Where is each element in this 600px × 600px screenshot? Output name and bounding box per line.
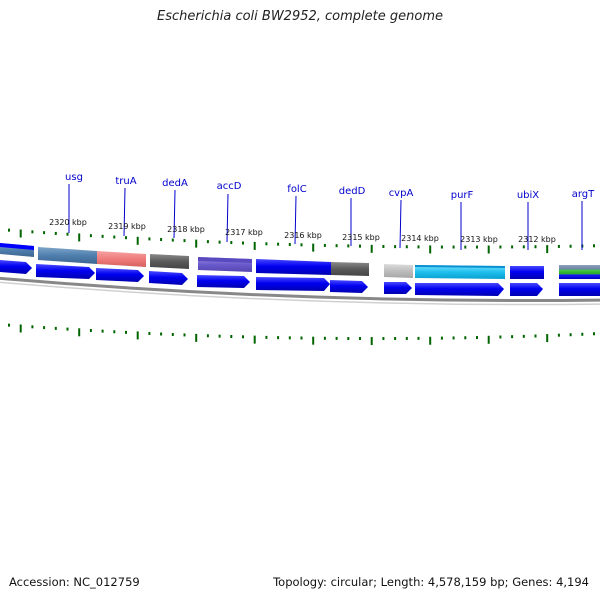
- feature-purF[interactable]: [415, 265, 505, 279]
- feature-accD-top: [198, 257, 252, 263]
- genome-backbone-shadow: [0, 281, 600, 306]
- feature-dedD[interactable]: [331, 262, 369, 276]
- gene-label[interactable]: usg: [65, 172, 83, 183]
- cds-arrow[interactable]: [330, 280, 368, 293]
- gene-label[interactable]: accD: [217, 181, 242, 192]
- gene-label[interactable]: dedA: [162, 178, 188, 189]
- upper-scale-ticks: [8, 228, 595, 254]
- cds-arrow[interactable]: [559, 283, 600, 296]
- gene-label[interactable]: argT: [572, 189, 595, 200]
- feature-folC[interactable]: [256, 259, 331, 275]
- cds-arrow[interactable]: [0, 260, 32, 274]
- cds-arrow[interactable]: [197, 275, 250, 288]
- scale-label: 2312 kbp: [518, 235, 556, 244]
- genome-backbone: [0, 276, 600, 303]
- cds-arrow[interactable]: [149, 271, 188, 285]
- feature-truA[interactable]: [97, 251, 146, 267]
- cds-arrow[interactable]: [384, 282, 412, 294]
- cds-arrow-track: [0, 260, 600, 296]
- gene-label[interactable]: folC: [287, 184, 306, 195]
- scale-labels: 2320 kbp 2319 kbp 2318 kbp 2317 kbp 2316…: [49, 218, 556, 244]
- cds-arrow[interactable]: [36, 264, 95, 279]
- scale-label: 2318 kbp: [167, 225, 205, 234]
- cds-arrow[interactable]: [510, 283, 543, 296]
- feature-usg-left-top: [0, 243, 34, 250]
- feature-argT[interactable]: [559, 265, 600, 279]
- feature-ubiX[interactable]: [510, 266, 544, 279]
- gene-label[interactable]: purF: [451, 190, 474, 201]
- gene-label[interactable]: dedD: [339, 186, 366, 197]
- cds-arrow[interactable]: [415, 283, 504, 296]
- lower-scale-ticks: [8, 323, 595, 346]
- cds-arrow[interactable]: [256, 277, 330, 291]
- feature-track-upper: [0, 243, 600, 279]
- accession-text: Accession: NC_012759: [9, 575, 140, 589]
- feature-dedA[interactable]: [150, 254, 189, 269]
- cds-arrow[interactable]: [96, 268, 144, 282]
- feature-purF-edge: [415, 265, 505, 268]
- gene-label[interactable]: ubiX: [517, 190, 539, 201]
- gene-labels: usg truA dedA accD folC dedD cvpA purF u…: [65, 172, 595, 201]
- gene-label-leaders: [68, 184, 583, 250]
- scale-label: 2314 kbp: [401, 234, 439, 243]
- scale-label: 2319 kbp: [108, 222, 146, 231]
- scale-label: 2313 kbp: [460, 235, 498, 244]
- scale-label: 2316 kbp: [284, 231, 322, 240]
- scale-label: 2315 kbp: [342, 233, 380, 242]
- feature-usg[interactable]: [38, 247, 97, 264]
- map-title: Escherichia coli BW2952, complete genome: [157, 9, 443, 24]
- genome-summary-text: Topology: circular; Length: 4,578,159 bp…: [273, 575, 589, 589]
- scale-label: 2320 kbp: [49, 218, 87, 227]
- gene-label[interactable]: cvpA: [389, 188, 414, 199]
- feature-cvpA[interactable]: [384, 264, 413, 278]
- gene-label[interactable]: truA: [115, 176, 136, 187]
- scale-label: 2317 kbp: [225, 228, 263, 237]
